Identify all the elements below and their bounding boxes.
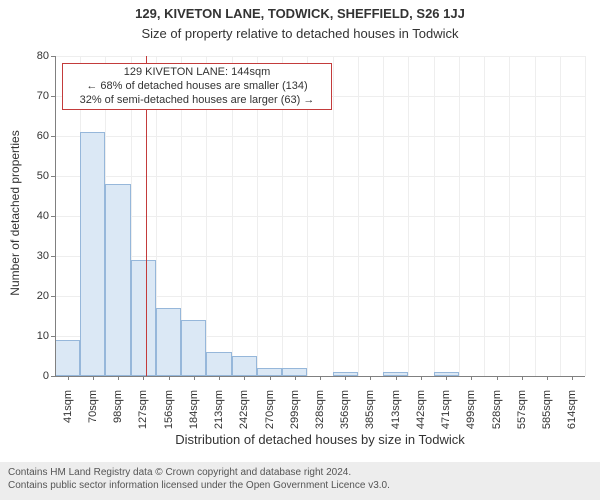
y-axis-label: Number of detached properties — [8, 113, 22, 313]
histogram-bar — [232, 356, 257, 376]
grid-line-v — [509, 56, 510, 376]
grid-line-h — [55, 256, 585, 257]
grid-line-v — [434, 56, 435, 376]
histogram-bar — [257, 368, 282, 376]
histogram-bar — [282, 368, 307, 376]
chart-container: { "layout": { "width": 600, "height": 50… — [0, 0, 600, 500]
y-tick-label: 10 — [21, 330, 49, 342]
y-tick-label: 70 — [21, 90, 49, 102]
histogram-bar — [206, 352, 231, 376]
x-axis-line — [55, 376, 585, 377]
grid-line-h — [55, 216, 585, 217]
page-title: 129, KIVETON LANE, TODWICK, SHEFFIELD, S… — [0, 6, 600, 21]
y-tick-label: 60 — [21, 130, 49, 142]
grid-line-h — [55, 176, 585, 177]
y-tick-label: 30 — [21, 250, 49, 262]
histogram-bar — [55, 340, 80, 376]
y-tick-label: 50 — [21, 170, 49, 182]
x-axis-label: Distribution of detached houses by size … — [55, 432, 585, 447]
grid-line-v — [560, 56, 561, 376]
histogram-bar — [105, 184, 130, 376]
grid-line-h — [55, 136, 585, 137]
grid-line-v — [484, 56, 485, 376]
page-subtitle: Size of property relative to detached ho… — [0, 26, 600, 41]
y-tick-label: 0 — [21, 370, 49, 382]
grid-line-v — [585, 56, 586, 376]
annotation-line-3: 32% of semi-detached houses are larger (… — [69, 94, 325, 108]
histogram-bar — [181, 320, 206, 376]
y-tick-label: 40 — [21, 210, 49, 222]
y-tick-label: 20 — [21, 290, 49, 302]
footer-line-1: Contains HM Land Registry data © Crown c… — [8, 466, 592, 479]
grid-line-v — [408, 56, 409, 376]
grid-line-v — [383, 56, 384, 376]
grid-line-v — [535, 56, 536, 376]
grid-line-v — [358, 56, 359, 376]
grid-line-v — [459, 56, 460, 376]
grid-line-h — [55, 56, 585, 57]
histogram-bar — [156, 308, 181, 376]
histogram-bar — [80, 132, 105, 376]
y-axis-line — [55, 56, 56, 376]
annotation-line-2: ← 68% of detached houses are smaller (13… — [69, 80, 325, 94]
histogram-bar — [131, 260, 156, 376]
y-tick-label: 80 — [21, 50, 49, 62]
annotation-line-1: 129 KIVETON LANE: 144sqm — [69, 66, 325, 80]
grid-line-v — [333, 56, 334, 376]
footer-attribution: Contains HM Land Registry data © Crown c… — [0, 462, 600, 500]
footer-line-2: Contains public sector information licen… — [8, 479, 592, 492]
annotation-box: 129 KIVETON LANE: 144sqm ← 68% of detach… — [62, 63, 332, 110]
